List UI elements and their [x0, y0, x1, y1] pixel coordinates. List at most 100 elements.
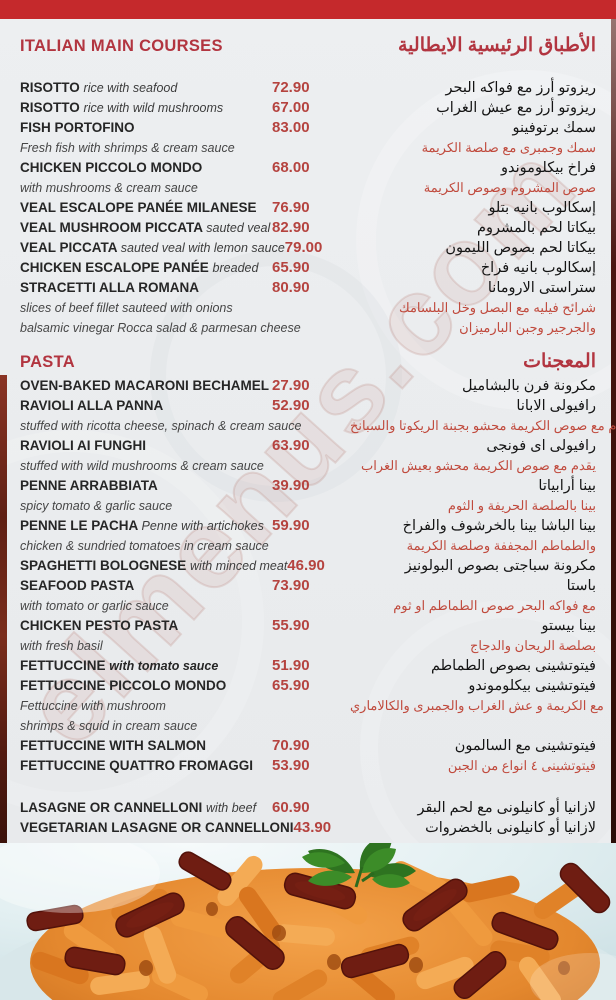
item-price: 46.90	[287, 557, 325, 574]
item-price: 43.90	[293, 819, 332, 836]
item-name-arabic: سمك برتوفينو	[512, 120, 596, 136]
item-name: RAVIOLI AI FUNGHI	[20, 436, 272, 456]
menu-item-row: VEAL MUSHROOM PICCATA sauted veal 82.90 بي…	[20, 218, 596, 238]
top-red-bar	[0, 0, 616, 19]
menu-item-row: CHICKEN PESTO PASTA 55.90 بينا بيستو	[20, 616, 596, 636]
item-name: FISH PORTOFINO	[20, 118, 272, 138]
menu-item-row: OVEN-BAKED MACARONI BECHAMEL 27.90 مكرونة …	[20, 376, 596, 396]
item-price: 70.90	[272, 737, 310, 754]
item-name: VEAL ESCALOPE PANÉE MILANESE	[20, 198, 272, 218]
item-name-arabic: بيكاتا لحم بصوص الليمون	[445, 240, 596, 256]
item-name-text: RAVIOLI AI FUNGHI	[20, 438, 146, 453]
item-description: Fettuccine with mushroom	[20, 699, 166, 713]
item-name: RAVIOLI ALLA PANNA	[20, 396, 272, 416]
pasta-dish-photo	[0, 843, 616, 1000]
menu-item-row: RAVIOLI AI FUNGHI 63.90 رافيولى اى فونجى	[20, 436, 596, 456]
item-name-arabic: رافيولى الابانا	[516, 398, 596, 414]
item-name: FETTUCCINE with tomato sauce	[20, 656, 272, 676]
item-name-text: FETTUCCINE PICCOLO MONDO	[20, 678, 227, 693]
item-price: 72.90	[272, 79, 310, 96]
menu-item-row: RAVIOLI ALLA PANNA 52.90 رافيولى الابانا	[20, 396, 596, 416]
item-name-arabic: فيتوتشينى مع السالمون	[454, 738, 596, 754]
item-description-arabic: مع الكريمة و عش الغراب والجمبرى والكالام…	[350, 698, 604, 713]
item-name-text: PENNE ARRABBIATA	[20, 478, 158, 493]
item-name-arabic: إسكالوب بانيه بتلو	[488, 200, 596, 216]
item-name-text: FETTUCCINE	[20, 658, 106, 673]
menu-item-subrow: spicy tomato & garlic sauce بينا بالصلصة …	[20, 496, 596, 516]
menu-item-row: PENNE LE PACHA Penne with artichokes 59.9…	[20, 516, 596, 536]
item-price: 63.90	[272, 437, 310, 454]
item-description-arabic: بصلصة الريحان والدجاج	[470, 638, 596, 653]
menu-item-row: FETTUCCINE QUATTRO FROMAGGI 53.90 فيتوتشين…	[20, 756, 596, 776]
menu-item-row: CHICKEN PICCOLO MONDO 68.00 فراخ بيكلوموند…	[20, 158, 596, 178]
item-name-text: SEAFOOD PASTA	[20, 578, 135, 593]
menu-item-row: RISOTTO rice with wild mushrooms 67.00 ريز…	[20, 98, 596, 118]
item-inline-description: breaded	[212, 261, 259, 275]
item-name-arabic: لازانيا أو كانيلونى بالخضروات	[425, 820, 596, 836]
item-description: with tomato or garlic sauce	[20, 599, 169, 613]
menu-item-row: FETTUCCINE WITH SALMON 70.90 فيتوتشينى مع …	[20, 736, 596, 756]
item-name: PENNE ARRABBIATA	[20, 476, 272, 496]
item-name-text: RAVIOLI ALLA PANNA	[20, 398, 164, 413]
menu-item-subrow: Fresh fish with shrimps & cream sauce سمك…	[20, 138, 596, 158]
menu-item-row: SEAFOOD PASTA 73.90 باستا	[20, 576, 596, 596]
item-name-text: VEGETARIAN LASAGNE OR CANNELLONI	[20, 820, 294, 835]
item-name-text: PENNE LE PACHA	[20, 518, 138, 533]
item-description: balsamic vinegar Rocca salad & parmesan …	[20, 321, 301, 335]
item-inline-description: with minced meat	[190, 559, 288, 573]
menu-item-subrow: with mushrooms & cream sauce صوص المشروم …	[20, 178, 596, 198]
item-price: 80.90	[272, 279, 310, 296]
menu-item-subrow: stuffed with wild mushrooms & cream sauc…	[20, 456, 596, 476]
item-description-arabic: والجرجير وجبن البارميزان	[459, 320, 596, 335]
item-price: 82.90	[272, 219, 310, 236]
item-description: stuffed with ricotta cheese, spinach & c…	[20, 419, 302, 433]
item-name-text: FISH PORTOFINO	[20, 120, 135, 135]
item-name: CHICKEN PICCOLO MONDO	[20, 158, 272, 178]
item-description: Fresh fish with shrimps & cream sauce	[20, 141, 235, 155]
section-header: ITALIAN MAIN COURSES الأطباق الرئيسية الا…	[20, 34, 596, 58]
item-price: 27.90	[272, 377, 310, 394]
item-price: 68.00	[272, 159, 310, 176]
item-inline-description: sauted veal	[206, 221, 271, 235]
menu-item-subrow: balsamic vinegar Rocca salad & parmesan …	[20, 318, 596, 338]
item-name-arabic: ريزوتو أرز مع عيش الغراب	[436, 100, 596, 116]
menu-item-row: CHICKEN ESCALOPE PANÉE breaded 65.90 إسكال…	[20, 258, 596, 278]
item-inline-description: with beef	[206, 801, 257, 815]
item-name-text: SPAGHETTI BOLOGNESE	[20, 558, 187, 573]
item-price: 67.00	[272, 99, 310, 116]
item-description: stuffed with wild mushrooms & cream sauc…	[20, 459, 264, 473]
menu-item-row: SPAGHETTI BOLOGNESE with minced meat 46.9…	[20, 556, 596, 576]
menu-item-subrow: Fettuccine with mushroom مع الكريمة و عش …	[20, 696, 604, 716]
right-border-strip	[611, 19, 616, 845]
section-title-en: PASTA	[20, 353, 75, 371]
menu-content: ITALIAN MAIN COURSES الأطباق الرئيسية الا…	[0, 19, 616, 843]
item-name-arabic: فراخ بيكلوموندو	[501, 160, 596, 176]
item-description-arabic: صوص المشروم وصوص الكريمة	[423, 180, 596, 195]
item-name-text: CHICKEN PICCOLO MONDO	[20, 160, 203, 175]
item-name-text: CHICKEN ESCALOPE PANÉE	[20, 260, 209, 275]
parsley-garnish	[302, 843, 416, 888]
item-price: 59.90	[272, 517, 310, 534]
item-price: 73.90	[272, 577, 310, 594]
item-name: STRACETTI ALLA ROMANA	[20, 278, 272, 298]
item-description-arabic: يقدم مع صوص الكريمة محشو بجبنة الريكوتا …	[350, 418, 616, 433]
item-name-arabic: ستراستى الارومانا	[487, 280, 596, 296]
item-name-arabic: فيتوتشينى بيكلوموندو	[468, 678, 596, 694]
item-price: 39.90	[272, 477, 310, 494]
item-price: 65.90	[272, 259, 310, 276]
item-description-arabic: مع فواكه البحر صوص الطماطم او ثوم	[393, 598, 596, 613]
item-name: FETTUCCINE WITH SALMON	[20, 736, 272, 756]
item-description-arabic: سمك وجمبرى مع صلصة الكريمة	[421, 140, 596, 155]
item-price: 53.90	[272, 757, 310, 774]
item-name-arabic: مكرونة سباجتى بصوص البولونيز	[404, 558, 596, 574]
item-name: LASAGNE OR CANNELLONI with beef	[20, 798, 272, 818]
item-name-arabic: مكرونة فرن بالبشاميل	[462, 378, 596, 394]
item-description-arabic: يقدم مع صوص الكريمة محشو بعيش الغراب	[360, 458, 596, 473]
item-name-arabic: ريزوتو أرز مع فواكه البحر	[445, 80, 596, 96]
menu-item-row: FISH PORTOFINO 83.00 سمك برتوفينو	[20, 118, 596, 138]
item-price: 76.90	[272, 199, 310, 216]
item-name-arabic: فيتوتشينى بصوص الطماطم	[430, 658, 596, 674]
item-description: with mushrooms & cream sauce	[20, 181, 198, 195]
menu-item-row: STRACETTI ALLA ROMANA 80.90 ستراستى الاروم…	[20, 278, 596, 298]
